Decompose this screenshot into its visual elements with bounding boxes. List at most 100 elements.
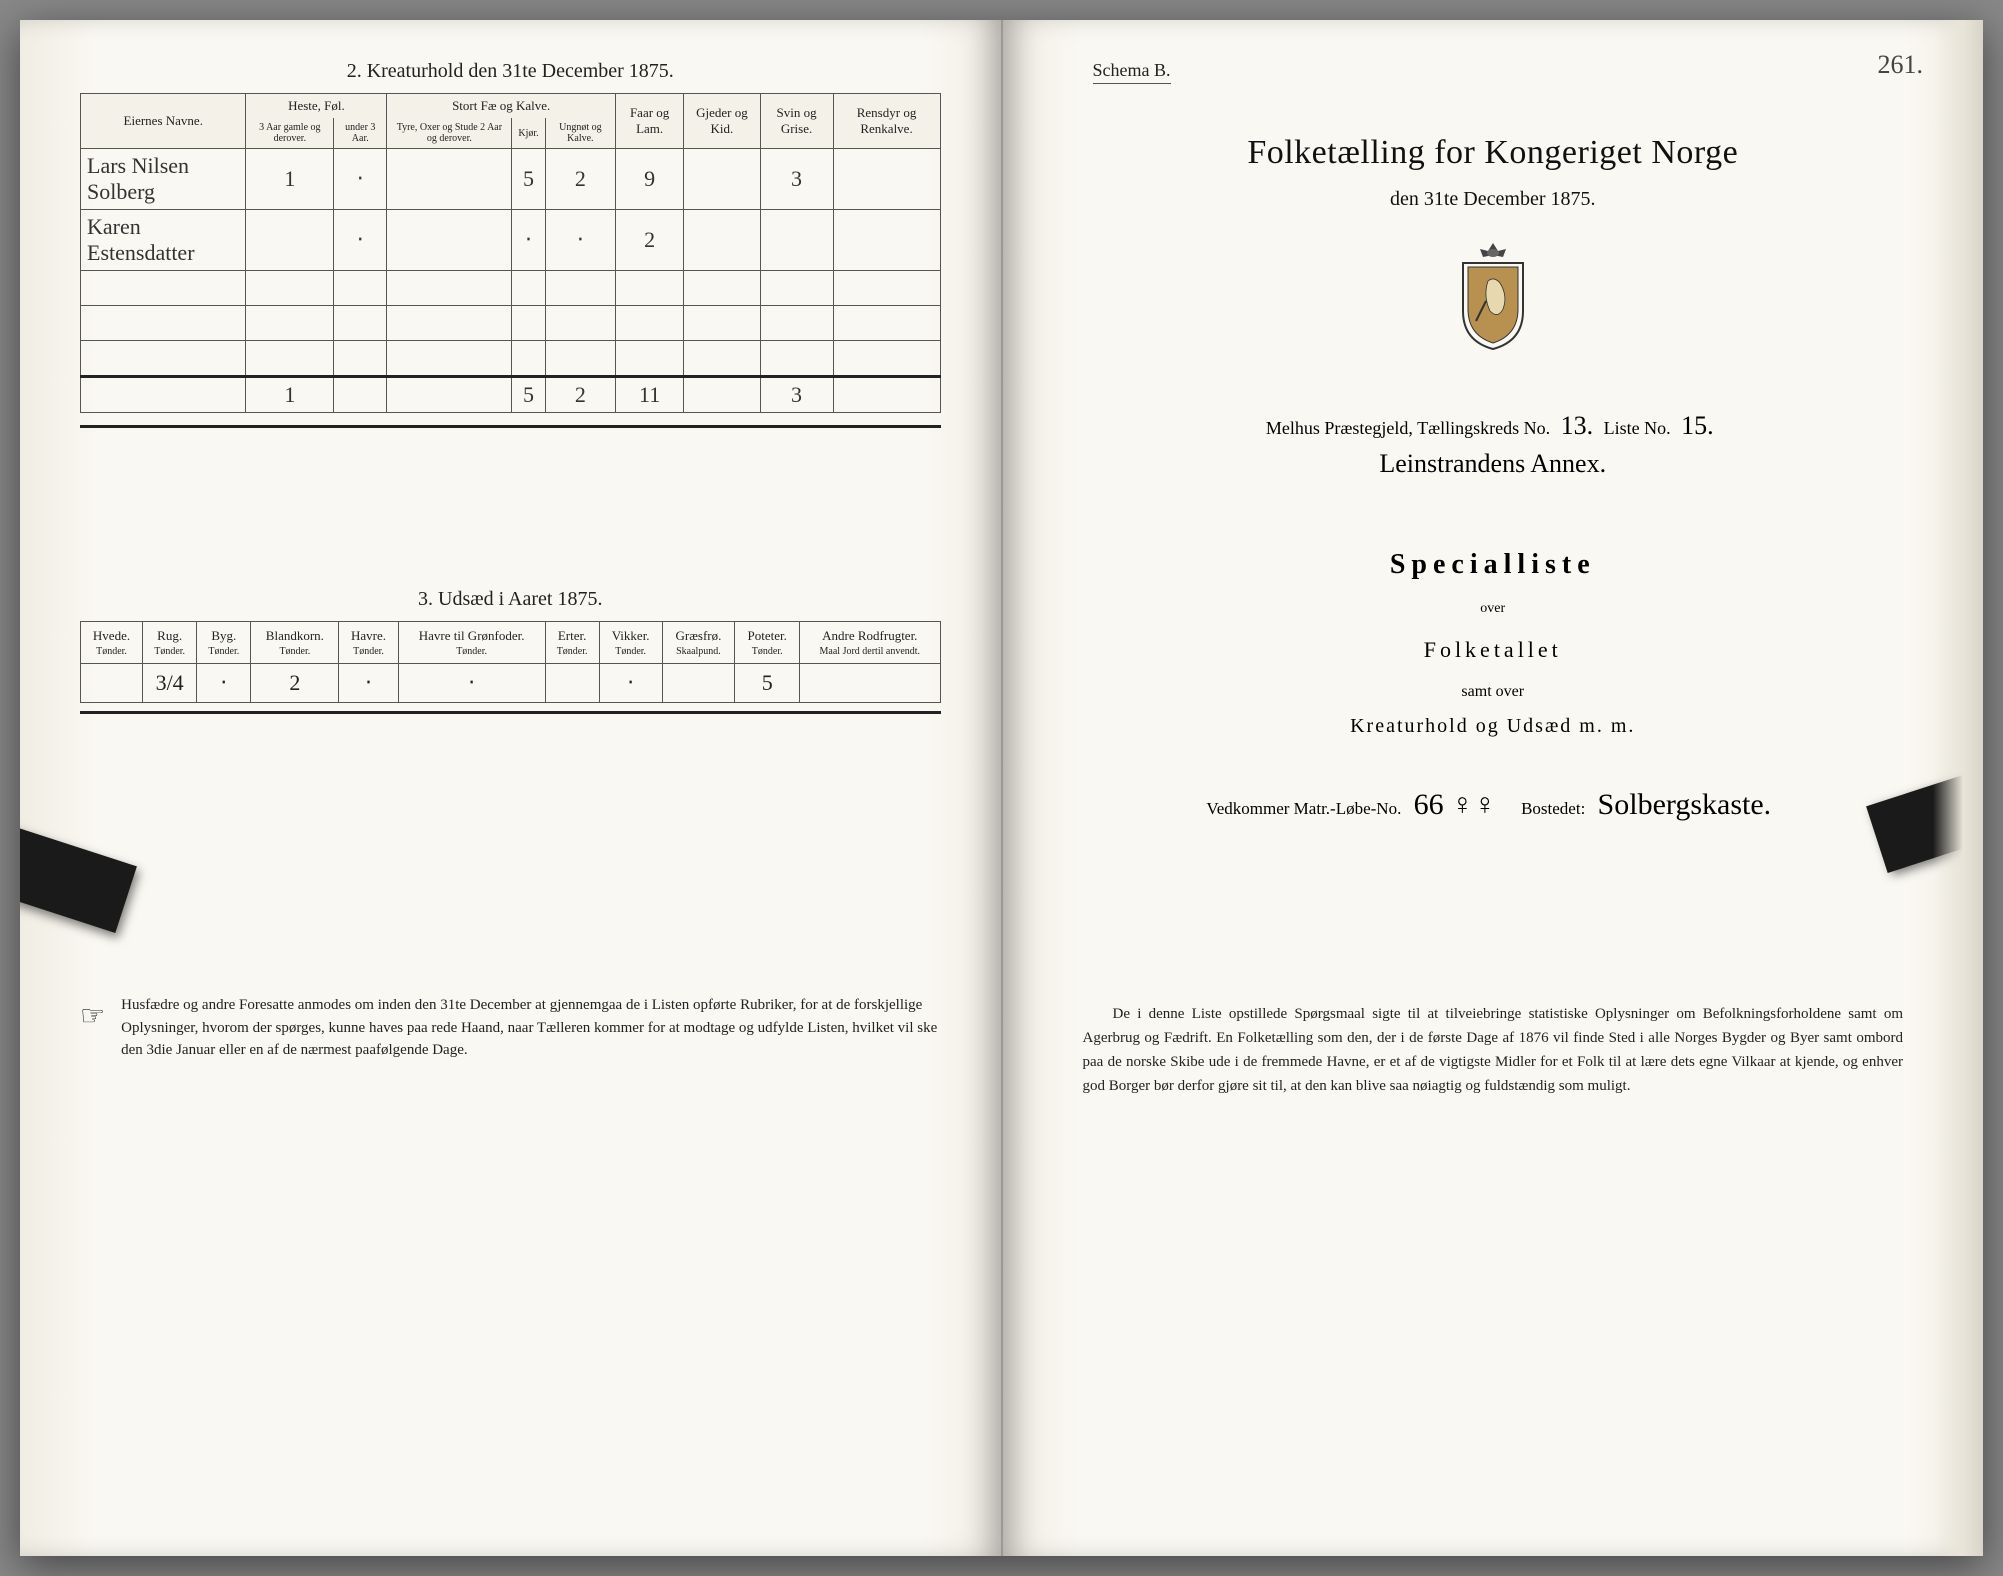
- cell: [616, 306, 684, 341]
- right-footnote: De i denne Liste opstillede Spørgsmaal s…: [1063, 1002, 1924, 1098]
- cell: [833, 341, 940, 377]
- kreds-no: 13.: [1555, 411, 1600, 440]
- cell: 9: [616, 149, 684, 210]
- footnote-text: Husfædre og andre Foresatte anmodes om i…: [121, 994, 940, 1062]
- cell: ‧: [398, 664, 545, 703]
- cell: [616, 271, 684, 306]
- left-footnote: ☞ Husfædre og andre Foresatte anmodes om…: [80, 994, 941, 1062]
- sub-h2: under 3 Aar.: [334, 118, 387, 149]
- cell: [334, 271, 387, 306]
- cell: [81, 306, 246, 341]
- table-row: [81, 341, 941, 377]
- cell: [334, 341, 387, 377]
- cell: [246, 306, 334, 341]
- cell: [760, 210, 833, 271]
- left-page: 2. Kreaturhold den 31te December 1875. E…: [20, 20, 1003, 1556]
- cell: ‧: [512, 210, 545, 271]
- cell: ‧: [334, 210, 387, 271]
- liste-label: Liste No.: [1604, 418, 1671, 438]
- sub-h1: 3 Aar gamle og derover.: [246, 118, 334, 149]
- cell: [81, 341, 246, 377]
- cell: [545, 306, 615, 341]
- cell: [387, 271, 512, 306]
- table-row: Lars Nilsen Solberg1‧5293: [81, 149, 941, 210]
- right-page: 261. Schema B. Folketælling for Kongerig…: [1003, 20, 1984, 1556]
- cell: [81, 271, 246, 306]
- cell: 2: [545, 149, 615, 210]
- sub-c2: Kjør.: [512, 118, 545, 149]
- cell: [833, 271, 940, 306]
- page-clip-left: [20, 817, 137, 933]
- cell: ‧: [545, 210, 615, 271]
- seed-col: Andre Rodfrugter.Maal Jord dertil anvend…: [800, 622, 940, 664]
- cell: [684, 271, 760, 306]
- seed-col: Blandkorn.Tønder.: [251, 622, 339, 664]
- owner-name: Lars Nilsen Solberg: [81, 149, 246, 210]
- parish-line: Melhus Præstegjeld, Tællingskreds No. 13…: [1063, 411, 1924, 441]
- cell: [334, 306, 387, 341]
- section2-title: 2. Kreaturhold den 31te December 1875.: [80, 60, 941, 83]
- vedkommer-pre: Vedkommer Matr.-Løbe-No.: [1206, 799, 1401, 818]
- cell: 2: [251, 664, 339, 703]
- cell: [545, 664, 599, 703]
- seed-col: Græsfrø.Skaalpund.: [662, 622, 735, 664]
- cell: [387, 341, 512, 377]
- seed-col: Rug.Tønder.: [143, 622, 197, 664]
- matr-no: 66 ♀♀: [1406, 788, 1505, 821]
- col-sheep: Faar og Lam.: [616, 94, 684, 149]
- table-row: [81, 271, 941, 306]
- seed-col: Erter.Tønder.: [545, 622, 599, 664]
- cell: 5: [735, 664, 800, 703]
- cell: 2: [616, 210, 684, 271]
- cell: [684, 306, 760, 341]
- cell: [81, 664, 143, 703]
- cell: [833, 377, 940, 413]
- cell: [833, 210, 940, 271]
- cell: [760, 271, 833, 306]
- cell: [387, 306, 512, 341]
- rule2: [80, 711, 941, 714]
- table-row: Karen Estensdatter‧‧‧2: [81, 210, 941, 271]
- vedkommer-line: Vedkommer Matr.-Løbe-No. 66 ♀♀ Bostedet:…: [1063, 788, 1924, 822]
- table-row: [81, 306, 941, 341]
- seed-col: Hvede.Tønder.: [81, 622, 143, 664]
- cell: ‧: [599, 664, 662, 703]
- cell: [684, 377, 760, 413]
- seed-col: Vikker.Tønder.: [599, 622, 662, 664]
- bostedet-label: Bostedet:: [1521, 799, 1585, 818]
- cell: 1: [246, 149, 334, 210]
- cell: ‧: [339, 664, 398, 703]
- specialliste: Specialliste: [1063, 549, 1924, 581]
- census-title: Folketælling for Kongeriget Norge: [1063, 134, 1924, 172]
- col-reindeer: Rensdyr og Renkalve.: [833, 94, 940, 149]
- cell: [833, 149, 940, 210]
- bostedet: Solbergskaste.: [1590, 788, 1780, 821]
- seed-col: Byg.Tønder.: [197, 622, 251, 664]
- cell: 3/4: [143, 664, 197, 703]
- owner-name: Karen Estensdatter: [81, 210, 246, 271]
- seed-col: Havre.Tønder.: [339, 622, 398, 664]
- col-goat: Gjeder og Kid.: [684, 94, 760, 149]
- cell: [545, 341, 615, 377]
- seed-col: Havre til Grønfoder.Tønder.: [398, 622, 545, 664]
- sub-c3: Ungnøt og Kalve.: [545, 118, 615, 149]
- cell: 3: [760, 149, 833, 210]
- cell: [545, 271, 615, 306]
- cell: [800, 664, 940, 703]
- annex: Leinstrandens Annex.: [1063, 449, 1924, 479]
- totals-row: 152113: [81, 377, 941, 413]
- cell: [684, 149, 760, 210]
- cell: [684, 341, 760, 377]
- kreaturhold: Kreaturhold og Udsæd m. m.: [1063, 715, 1924, 738]
- cell: [246, 341, 334, 377]
- sub-c1: Tyre, Oxer og Stude 2 Aar og derover.: [387, 118, 512, 149]
- rule: [80, 425, 941, 428]
- cell: [662, 664, 735, 703]
- cell: 2: [545, 377, 615, 413]
- coat-of-arms-icon: [1448, 241, 1538, 351]
- cell: 1: [246, 377, 334, 413]
- cell: 5: [512, 377, 545, 413]
- cell: [387, 149, 512, 210]
- samt-over: samt over: [1063, 683, 1924, 701]
- seed-col: Poteter.Tønder.: [735, 622, 800, 664]
